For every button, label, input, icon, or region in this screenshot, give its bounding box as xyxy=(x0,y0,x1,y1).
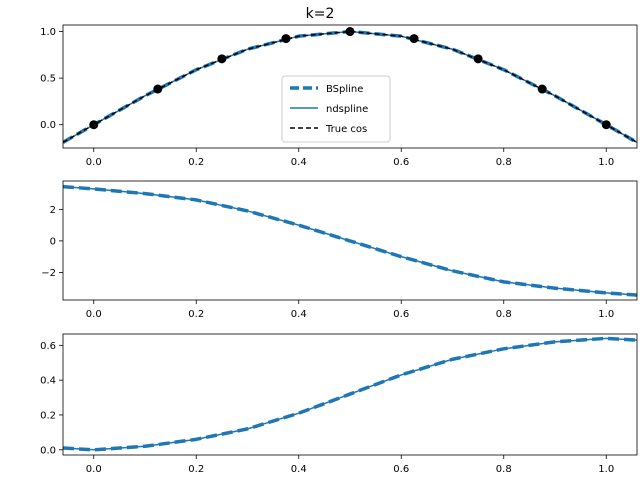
x-tick-label: 0.2 xyxy=(188,309,204,320)
y-tick-label: 0.0 xyxy=(40,120,56,131)
legend-label: BSpline xyxy=(326,84,363,95)
y-tick-label: 0 xyxy=(50,236,56,247)
subplots: 0.0 0.2 0.4 0.6 0.8 1.0 0.0 0.5 1.0 BSpline ndspli… xyxy=(40,24,638,475)
x-tick-label: 1.0 xyxy=(598,309,614,320)
x-tick-label: 1.0 xyxy=(598,157,614,168)
y-tick-label: 0.5 xyxy=(40,74,56,85)
knot-point xyxy=(537,84,547,94)
x-tick-label: 0.8 xyxy=(496,309,512,320)
subplot-2: 0.0 0.2 0.4 0.6 0.8 1.0 −2 0 2 xyxy=(41,180,638,320)
x-tick-label: 1.0 xyxy=(598,464,614,475)
knot-point xyxy=(153,84,163,94)
x-tick-label: 0.0 xyxy=(86,464,102,475)
knot-point xyxy=(217,54,227,64)
knot-point xyxy=(601,120,611,130)
knot-point xyxy=(89,120,99,130)
y-tick-label: 1.0 xyxy=(40,27,56,38)
legend-label: ndspline xyxy=(326,104,368,115)
y-tick-label: −2 xyxy=(41,268,56,279)
x-tick-label: 0.0 xyxy=(86,309,102,320)
subplot-3: 0.0 0.2 0.4 0.6 0.8 1.0 0.0 0.2 0.4 0.6 xyxy=(40,333,638,475)
knot-point xyxy=(345,27,355,37)
series-line-dashed xyxy=(63,30,637,144)
x-tick-label: 0.2 xyxy=(188,157,204,168)
x-tick-label: 0.6 xyxy=(393,157,409,168)
series-line-solid xyxy=(63,337,637,451)
x-tick-label: 0.4 xyxy=(291,157,307,168)
x-tick-label: 0.4 xyxy=(291,464,307,475)
y-tick-label: 0.0 xyxy=(40,445,56,456)
legend-label: True cos xyxy=(325,124,367,135)
axes-frame xyxy=(62,24,638,149)
series-line-solid xyxy=(63,185,637,296)
axes-frame xyxy=(62,333,638,456)
y-tick-label: 0.6 xyxy=(40,341,56,352)
x-tick-label: 0.6 xyxy=(393,309,409,320)
y-tick-label: 0.4 xyxy=(40,376,56,387)
x-tick-label: 0.6 xyxy=(393,464,409,475)
figure-title: k=2 xyxy=(306,6,335,22)
x-tick-label: 0.8 xyxy=(496,464,512,475)
legend-box xyxy=(281,75,391,143)
x-tick-label: 0.0 xyxy=(86,157,102,168)
x-tick-label: 0.8 xyxy=(496,157,512,168)
subplot-1: 0.0 0.2 0.4 0.6 0.8 1.0 0.0 0.5 1.0 BSpline ndspli… xyxy=(40,24,638,168)
knot-point xyxy=(409,34,419,44)
knot-point xyxy=(281,34,291,44)
x-tick-label: 0.4 xyxy=(291,309,307,320)
legend: BSpline ndspline True cos xyxy=(281,75,391,143)
y-tick-label: 0.2 xyxy=(40,410,56,421)
y-tick-label: 2 xyxy=(50,205,56,216)
x-tick-label: 0.2 xyxy=(188,464,204,475)
knot-point xyxy=(473,54,483,64)
